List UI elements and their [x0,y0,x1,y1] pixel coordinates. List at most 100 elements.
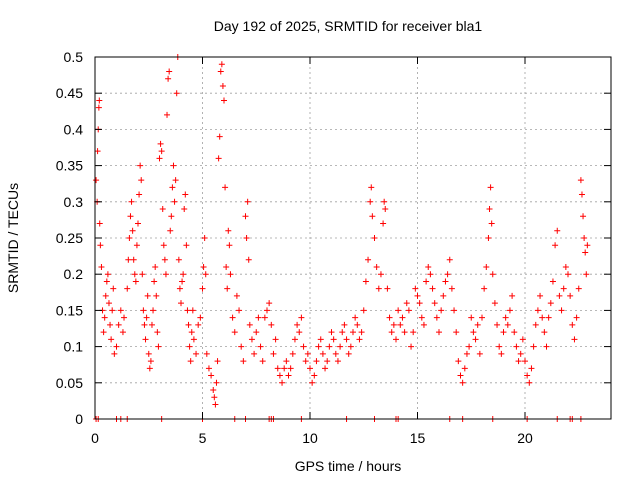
data-point [153,292,160,299]
data-point [182,191,189,198]
data-point [425,263,432,270]
data-point [319,350,326,357]
data-point [315,343,322,350]
data-point [213,379,220,386]
data-point [294,321,301,328]
data-point [539,314,546,321]
data-point [266,300,273,307]
data-point [459,379,466,386]
data-point [121,314,128,321]
data-point [479,314,485,321]
data-point [124,285,131,292]
data-point [524,372,531,379]
data-point [203,350,210,357]
data-point [221,97,227,104]
data-point [405,307,412,314]
data-point [545,314,552,321]
data-point [212,401,219,408]
data-point [381,198,388,205]
y-tick-label: 0.35 [56,158,83,174]
data-point [233,292,240,299]
data-point [326,343,333,350]
data-point [140,307,147,314]
data-point [461,365,468,372]
data-point [188,329,195,336]
data-point [494,321,501,328]
data-point [537,292,544,299]
data-point [281,365,288,372]
data-point [255,314,262,321]
data-point [345,350,352,357]
data-point [377,271,384,278]
data-point [418,314,425,321]
data-point [515,358,522,365]
data-point [302,358,309,365]
data-point [397,321,404,328]
data-point [440,292,447,299]
y-tick-label: 0.25 [56,230,83,246]
y-tick-label: 0.15 [56,302,83,318]
data-point [236,307,243,314]
data-point [487,184,494,191]
data-point [242,213,249,220]
data-point [410,329,417,336]
data-point [285,372,292,379]
data-point [577,177,584,184]
data-point [339,329,346,336]
data-point [195,321,202,328]
data-point [131,271,138,278]
data-point [287,365,294,372]
y-tick-label: 0 [75,411,83,427]
data-point [453,329,460,336]
data-point [472,336,479,343]
x-tick-label: 5 [199,430,207,446]
data-point [451,307,458,314]
data-point [142,336,149,343]
data-point [102,292,109,299]
data-point [101,314,108,321]
data-point [107,321,114,328]
data-point [431,300,438,307]
data-point [423,278,430,285]
y-tick-label: 0.2 [64,266,84,282]
data-point [117,307,124,314]
data-point [173,90,180,97]
data-point [498,350,505,357]
data-point [571,336,578,343]
data-point [578,191,585,198]
data-point [573,314,580,321]
data-point [365,256,372,263]
data-point [127,213,134,220]
data-point [485,235,492,241]
data-point [133,242,140,249]
data-point [289,350,296,357]
axis-ticks: 0 0.05 0.1 0.15 0.2 0.25 0.3 0.35 0.4 0.45 0.5 0 5 10… [56,49,611,446]
data-point [274,365,281,372]
data-point [105,300,112,307]
data-point [552,242,559,249]
data-point [283,358,290,365]
data-point [390,321,397,328]
data-point [169,184,176,191]
data-point [156,155,163,162]
data-point [414,292,421,299]
data-point [180,271,187,278]
data-point [470,329,477,336]
data-point [171,198,178,205]
data-point [534,307,541,314]
data-point [567,292,574,299]
data-point [148,321,155,328]
data-point [463,350,470,357]
data-point [582,249,589,256]
data-point [175,256,182,263]
data-point [205,365,212,372]
data-point [157,140,164,147]
data-point [350,329,356,336]
data-point [167,227,174,234]
data-point [580,213,587,220]
data-point [208,372,215,379]
data-point [367,198,374,205]
data-point [226,242,233,249]
data-point [141,321,148,328]
